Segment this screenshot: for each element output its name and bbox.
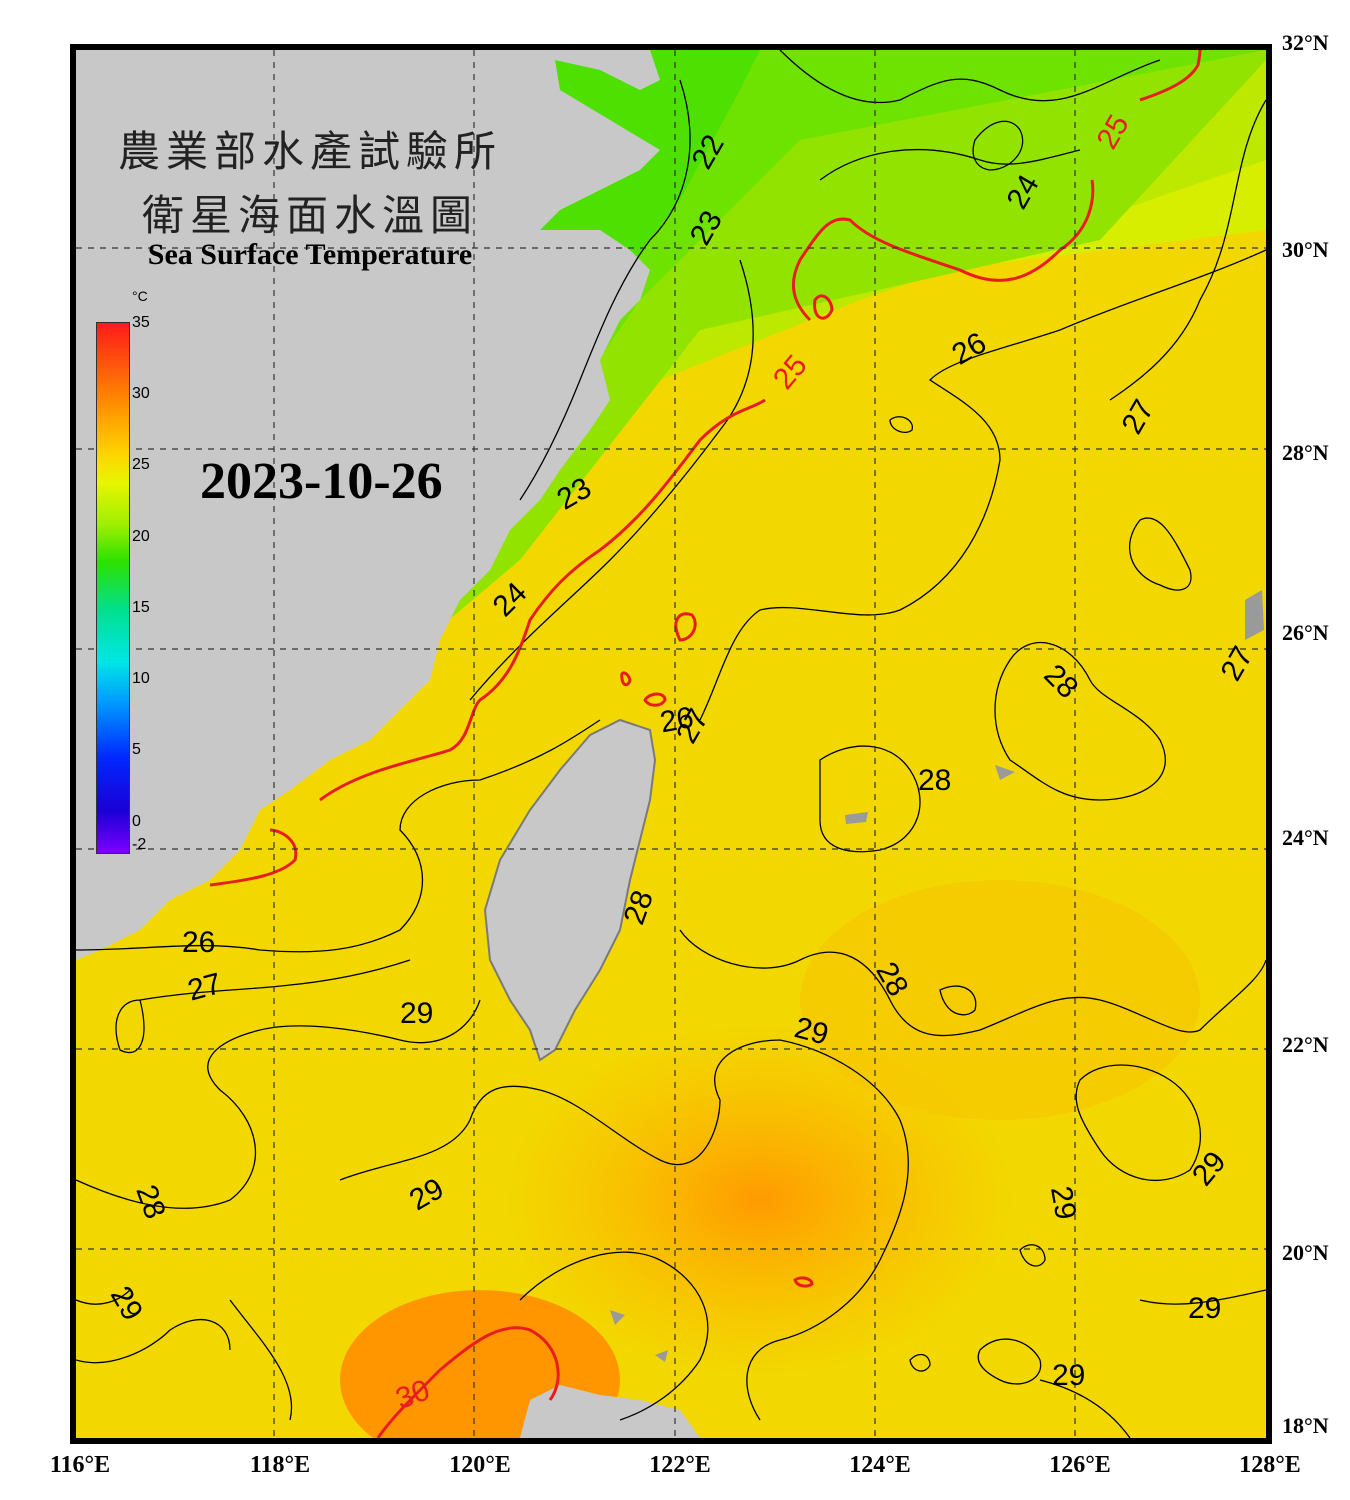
colorbar-tick: 15 xyxy=(132,599,150,616)
lon-label-118e: 118°E xyxy=(249,1452,311,1478)
lon-label-128e: 128°E xyxy=(1239,1452,1301,1478)
lat-label-32n: 32°N xyxy=(1282,30,1329,55)
title-map-en: Sea Surface Temperature xyxy=(147,238,473,271)
colorbar-unit: °C xyxy=(132,288,148,304)
lon-label-122e: 122°E xyxy=(649,1452,711,1478)
contour-label-29: 29 xyxy=(1052,1359,1085,1392)
title-agency: 農業部水產試驗所 xyxy=(117,127,502,176)
lat-label-20n: 20°N xyxy=(1282,1240,1329,1265)
lon-label-116e: 116°E xyxy=(49,1452,111,1478)
lon-label-124e: 124°E xyxy=(849,1452,911,1478)
highlight-isotherms xyxy=(209,50,1202,1438)
colorbar-tick: -2 xyxy=(132,836,147,853)
graticule xyxy=(76,50,1266,1438)
island xyxy=(1245,590,1264,640)
contour-label-28: 28 xyxy=(918,764,951,797)
colorbar-tick: 30 xyxy=(132,385,150,402)
lat-label-22n: 22°N xyxy=(1282,1032,1329,1057)
lat-label-28n: 28°N xyxy=(1282,440,1329,465)
colorbar-tick: 35 xyxy=(132,314,150,331)
island xyxy=(845,812,868,824)
colorbar-tick: 25 xyxy=(132,456,150,473)
contour-label-29: 29 xyxy=(1044,1184,1082,1223)
lat-label-24n: 24°N xyxy=(1282,825,1329,850)
island xyxy=(655,1350,668,1362)
island xyxy=(610,1310,625,1325)
island xyxy=(995,765,1015,780)
contour-label-26: 26 xyxy=(657,701,696,739)
sst-field: 22 24 25 23 23 24 25 26 27 28 27 26 27 2… xyxy=(76,50,1266,1438)
contour-label-29: 29 xyxy=(1188,1292,1221,1325)
luzon-land xyxy=(520,1385,700,1438)
title-map-zh: 衛星海面水溫圖 xyxy=(141,191,478,240)
sst-map: 22 24 25 23 23 24 25 26 27 28 27 26 27 2… xyxy=(70,44,1272,1444)
contour-label-29: 29 xyxy=(400,997,433,1030)
contour-label-26: 26 xyxy=(182,926,215,959)
mainland-land xyxy=(76,50,660,960)
warm-zone xyxy=(500,1020,1020,1380)
lon-label-126e: 126°E xyxy=(1049,1452,1111,1478)
lat-label-26n: 26°N xyxy=(1282,620,1329,645)
taiwan-land xyxy=(483,718,657,1062)
colorbar-tick: 10 xyxy=(132,670,150,687)
map-date: 2023-10-26 xyxy=(200,453,443,510)
colorbar-tick: 0 xyxy=(132,813,141,830)
lon-label-120e: 120°E xyxy=(449,1452,511,1478)
isotherms xyxy=(76,50,1266,1438)
colorbar-tick: 20 xyxy=(132,528,150,545)
colorbar-tick: 5 xyxy=(132,741,141,758)
lat-label-30n: 30°N xyxy=(1282,237,1329,262)
colorbar xyxy=(96,322,130,854)
lat-label-18n: 18°N xyxy=(1282,1413,1329,1438)
